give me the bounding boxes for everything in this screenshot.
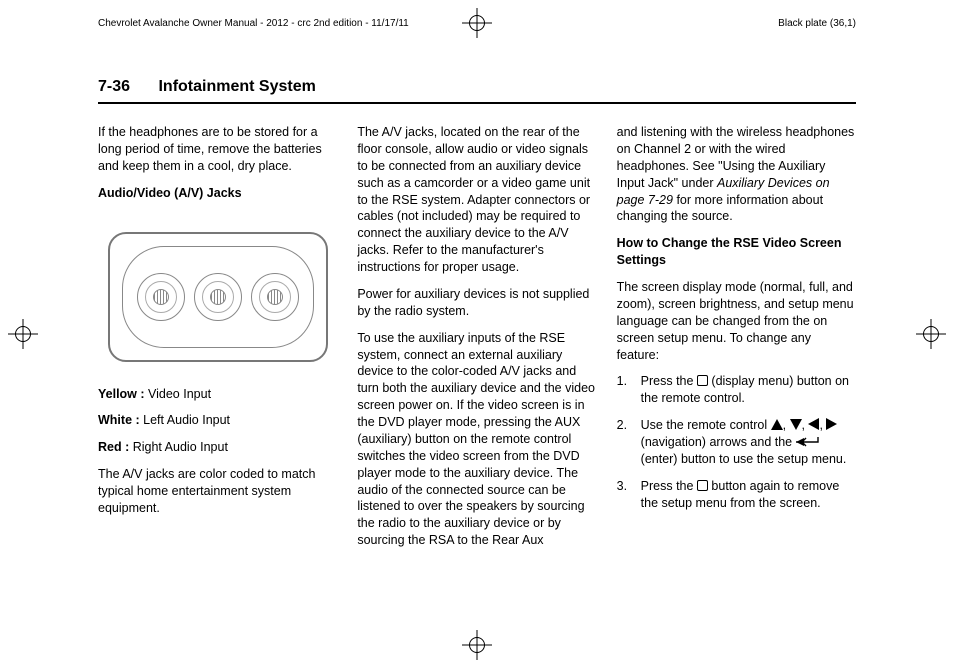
print-header: Chevrolet Avalanche Owner Manual - 2012 … (98, 18, 856, 29)
av-jacks-heading: Audio/Video (A/V) Jacks (98, 185, 337, 202)
col3-para-1: and listening with the wireless headphon… (617, 124, 856, 225)
display-menu-icon-2 (697, 480, 708, 491)
col2-para-2: Power for auxiliary devices is not suppl… (357, 286, 596, 320)
step-2: Use the remote control , , , (navigation… (617, 417, 856, 468)
crop-mark-bottom (462, 630, 492, 660)
av-jacks-figure (108, 232, 328, 362)
yellow-label: Yellow : (98, 387, 145, 401)
white-row: White : Left Audio Input (98, 412, 337, 429)
column-2: The A/V jacks, located on the rear of th… (357, 124, 596, 628)
col1-para-1: If the headphones are to be stored for a… (98, 124, 337, 175)
content-columns: If the headphones are to be stored for a… (98, 124, 856, 628)
red-row: Red : Right Audio Input (98, 439, 337, 456)
col1-para-2: The A/V jacks are color coded to match t… (98, 466, 337, 517)
down-arrow-icon (790, 419, 802, 430)
red-value: Right Audio Input (129, 440, 228, 454)
left-arrow-icon (808, 418, 819, 430)
col2-para-3: To use the auxiliary inputs of the RSE s… (357, 330, 596, 549)
column-3: and listening with the wireless headphon… (617, 124, 856, 628)
right-arrow-icon (826, 418, 837, 430)
yellow-row: Yellow : Video Input (98, 386, 337, 403)
step-1: Press the (display menu) button on the r… (617, 373, 856, 407)
crop-mark-left (8, 319, 38, 349)
header-left: Chevrolet Avalanche Owner Manual - 2012 … (98, 18, 409, 29)
section-title: Infotainment System (158, 78, 315, 95)
page-number: 7-36 (98, 78, 130, 95)
steps-list: Press the (display menu) button on the r… (617, 373, 856, 511)
crop-mark-right (916, 319, 946, 349)
display-menu-icon (697, 375, 708, 386)
white-value: Left Audio Input (140, 413, 230, 427)
col3-para-2: The screen display mode (normal, full, a… (617, 279, 856, 363)
red-label: Red : (98, 440, 129, 454)
enter-icon (796, 436, 820, 448)
yellow-value: Video Input (145, 387, 212, 401)
page-header: 7-36 Infotainment System (98, 78, 856, 104)
white-label: White : (98, 413, 140, 427)
up-arrow-icon (771, 419, 783, 430)
col2-para-1: The A/V jacks, located on the rear of th… (357, 124, 596, 276)
rse-settings-heading: How to Change the RSE Video Screen Setti… (617, 235, 856, 269)
header-right: Black plate (36,1) (778, 18, 856, 29)
column-1: If the headphones are to be stored for a… (98, 124, 337, 628)
step-3: Press the button again to remove the set… (617, 478, 856, 512)
